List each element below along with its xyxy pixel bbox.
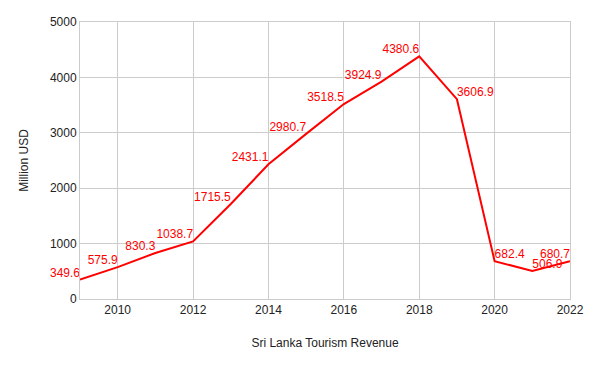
svg-text:830.3: 830.3 — [125, 239, 155, 253]
svg-text:4380.6: 4380.6 — [383, 42, 420, 56]
svg-text:1038.7: 1038.7 — [156, 227, 193, 241]
svg-text:Million USD: Million USD — [17, 129, 31, 192]
svg-text:3000: 3000 — [50, 126, 77, 140]
svg-text:2012: 2012 — [180, 303, 207, 317]
svg-text:2022: 2022 — [557, 303, 584, 317]
svg-text:3518.5: 3518.5 — [307, 90, 344, 104]
svg-text:2000: 2000 — [50, 181, 77, 195]
svg-text:682.4: 682.4 — [495, 247, 525, 261]
svg-text:0: 0 — [70, 292, 77, 306]
svg-text:5000: 5000 — [50, 15, 77, 29]
svg-text:2016: 2016 — [330, 303, 357, 317]
svg-text:3924.9: 3924.9 — [345, 68, 382, 82]
svg-text:2980.7: 2980.7 — [269, 120, 306, 134]
svg-text:2018: 2018 — [406, 303, 433, 317]
svg-text:680.7: 680.7 — [540, 247, 570, 261]
svg-text:349.6: 349.6 — [50, 266, 80, 280]
svg-text:1000: 1000 — [50, 237, 77, 251]
svg-text:4000: 4000 — [50, 71, 77, 85]
svg-text:506.9: 506.9 — [532, 257, 562, 271]
svg-text:2431.1: 2431.1 — [232, 150, 269, 164]
svg-text:1715.5: 1715.5 — [194, 190, 231, 204]
svg-text:2020: 2020 — [481, 303, 508, 317]
svg-text:2014: 2014 — [255, 303, 282, 317]
svg-text:575.9: 575.9 — [88, 253, 118, 267]
svg-text:Sri Lanka Tourism Revenue: Sri Lanka Tourism Revenue — [251, 336, 399, 350]
svg-text:2010: 2010 — [104, 303, 131, 317]
svg-text:3606.9: 3606.9 — [457, 85, 494, 99]
